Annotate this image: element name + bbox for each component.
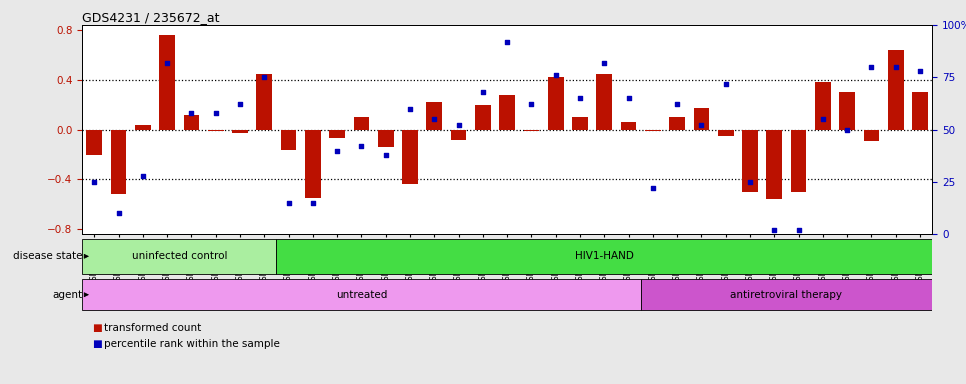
Point bbox=[475, 89, 491, 95]
Bar bbox=[548, 77, 563, 130]
Bar bbox=[640, 279, 932, 310]
Point bbox=[645, 185, 661, 191]
Text: disease state: disease state bbox=[13, 251, 82, 262]
Text: percentile rank within the sample: percentile rank within the sample bbox=[104, 339, 280, 349]
Bar bbox=[86, 130, 102, 154]
Bar bbox=[329, 130, 345, 138]
Bar bbox=[912, 92, 928, 130]
Point bbox=[159, 60, 175, 66]
Point bbox=[305, 200, 321, 206]
Bar bbox=[475, 105, 491, 130]
Point bbox=[135, 172, 151, 179]
Text: transformed count: transformed count bbox=[104, 323, 202, 333]
Point bbox=[257, 74, 272, 80]
Bar bbox=[718, 130, 733, 136]
Bar bbox=[621, 122, 637, 130]
Text: ■: ■ bbox=[92, 323, 101, 333]
Point bbox=[378, 152, 393, 158]
Bar bbox=[402, 130, 418, 184]
Bar bbox=[184, 115, 199, 130]
Text: uninfected control: uninfected control bbox=[131, 251, 227, 262]
Bar bbox=[159, 35, 175, 130]
Point bbox=[499, 39, 515, 45]
Bar bbox=[888, 50, 903, 130]
Bar bbox=[864, 130, 879, 141]
Text: agent: agent bbox=[52, 290, 82, 300]
Point bbox=[694, 122, 709, 129]
Point bbox=[427, 116, 442, 122]
Bar bbox=[426, 102, 442, 130]
Point bbox=[621, 95, 637, 101]
Point bbox=[839, 127, 855, 133]
Point bbox=[524, 101, 539, 108]
Point bbox=[87, 179, 102, 185]
Bar bbox=[669, 117, 685, 130]
Point bbox=[329, 147, 345, 154]
Point bbox=[864, 64, 879, 70]
Bar bbox=[135, 125, 151, 130]
Bar bbox=[111, 130, 127, 194]
Point bbox=[888, 64, 903, 70]
Point bbox=[354, 143, 369, 149]
Bar bbox=[524, 130, 539, 131]
Point bbox=[912, 68, 927, 74]
Bar bbox=[305, 130, 321, 198]
Bar bbox=[694, 108, 709, 130]
Point bbox=[451, 122, 467, 129]
Point bbox=[572, 95, 587, 101]
Bar bbox=[276, 239, 932, 274]
Bar bbox=[791, 130, 807, 192]
Point bbox=[232, 101, 247, 108]
Bar bbox=[596, 74, 612, 130]
Bar bbox=[742, 130, 758, 192]
Bar bbox=[451, 130, 467, 139]
Point bbox=[791, 227, 807, 233]
Bar bbox=[766, 130, 782, 199]
Bar bbox=[82, 279, 640, 310]
Bar bbox=[839, 92, 855, 130]
Point bbox=[184, 110, 199, 116]
Point bbox=[111, 210, 127, 217]
Bar bbox=[815, 82, 831, 130]
Text: ■: ■ bbox=[92, 339, 101, 349]
Bar bbox=[232, 130, 248, 133]
Bar bbox=[645, 130, 661, 131]
Point bbox=[767, 227, 782, 233]
Bar bbox=[499, 95, 515, 130]
Text: HIV1-HAND: HIV1-HAND bbox=[575, 251, 634, 262]
Bar bbox=[378, 130, 393, 147]
Bar bbox=[82, 239, 276, 274]
Point bbox=[742, 179, 757, 185]
Bar bbox=[281, 130, 297, 149]
Text: GDS4231 / 235672_at: GDS4231 / 235672_at bbox=[82, 11, 219, 24]
Point bbox=[597, 60, 612, 66]
Point bbox=[208, 110, 223, 116]
Point bbox=[669, 101, 685, 108]
Bar bbox=[354, 117, 369, 130]
Point bbox=[548, 72, 563, 78]
Text: antiretroviral therapy: antiretroviral therapy bbox=[730, 290, 842, 300]
Point bbox=[402, 106, 417, 112]
Point bbox=[815, 116, 831, 122]
Bar bbox=[256, 74, 272, 130]
Bar bbox=[572, 117, 588, 130]
Text: untreated: untreated bbox=[336, 290, 387, 300]
Point bbox=[718, 81, 733, 87]
Point bbox=[281, 200, 297, 206]
Bar bbox=[208, 130, 223, 131]
